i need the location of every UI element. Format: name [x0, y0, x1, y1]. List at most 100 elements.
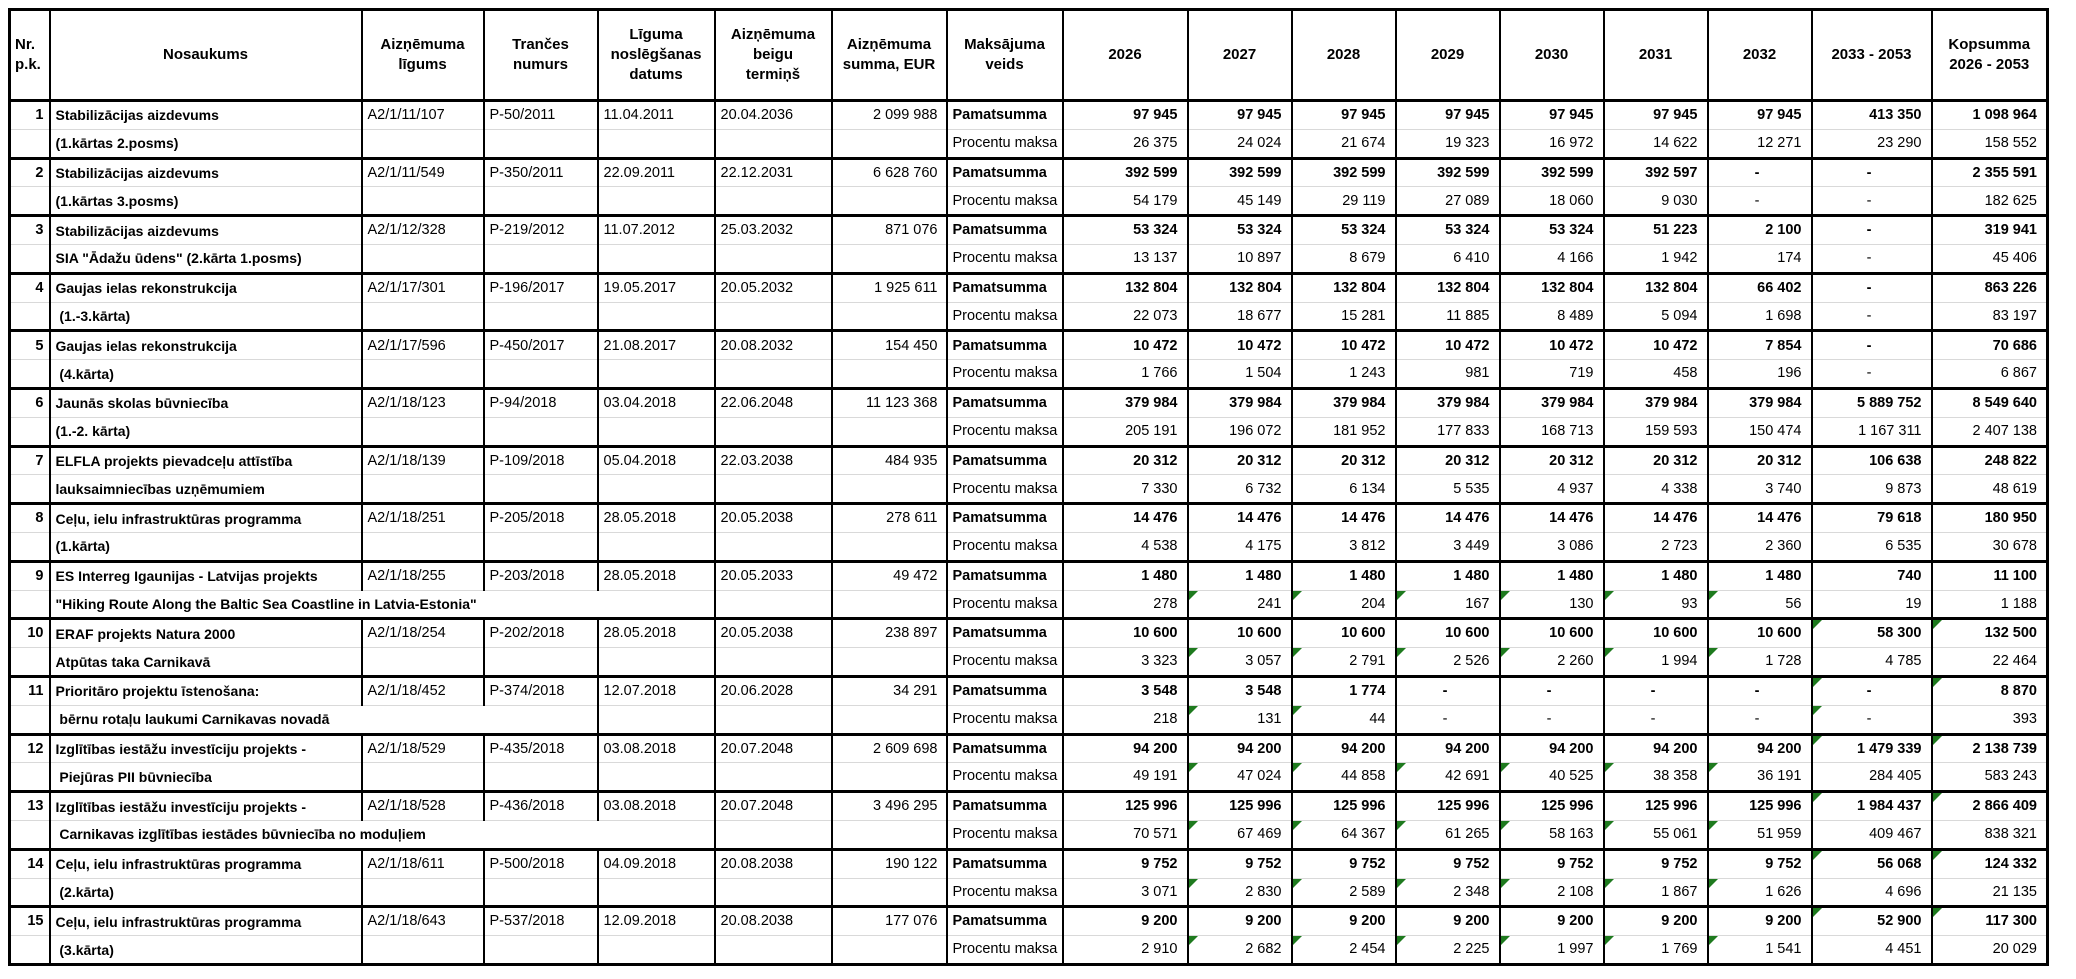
error-flag-icon: [1812, 793, 1822, 803]
cell-empty: [596, 877, 716, 907]
cell-y2028-principal: 53 324: [1290, 214, 1397, 245]
cell-y2027-principal: 14 476: [1186, 502, 1293, 533]
cell-y2026-interest: 1 766: [1061, 359, 1189, 389]
cell-kopsumma-principal: 11 100: [1930, 559, 2049, 591]
cell-loan-amount: 177 076: [830, 905, 948, 936]
cell-loan-amount: 238 897: [830, 617, 948, 648]
col-header-nr: Nr. p.k.: [8, 8, 51, 102]
loan-6-interest-row: (1.-2. kārta) Procentu maksa 205 191 196 07…: [8, 416, 2049, 447]
cell-contract: A2/1/17/596: [360, 329, 485, 360]
cell-empty: [360, 877, 485, 907]
cell-y2033-2053-interest: 6 535: [1810, 531, 1933, 562]
cell-value: -: [1866, 683, 1872, 700]
cell-y2026-interest: 70 571: [1061, 819, 1189, 850]
cell-value: 1 098 964: [1972, 107, 2037, 124]
loan-14-interest-row: (2.kārta) Procentu maksa 3 071 2 830 2 589 2 …: [8, 877, 2049, 907]
cell-payment-type: Pamatsumma: [945, 502, 1064, 533]
cell-value: 10 472: [1445, 337, 1490, 354]
cell-empty: [482, 301, 599, 331]
cell-value: 204: [1361, 595, 1386, 612]
cell-payment-type: Pamatsumma: [945, 271, 1064, 303]
cell-empty: [713, 243, 833, 274]
cell-value: 4 538: [1141, 538, 1178, 555]
cell-maturity-date: 20.05.2032: [713, 271, 833, 303]
cell-loan-number-empty: [8, 704, 51, 735]
cell-value: -: [1866, 307, 1872, 324]
cell-y2029-principal: 9 200: [1394, 905, 1501, 936]
cell-empty: [596, 474, 716, 504]
cell-tranche: P-500/2018: [482, 847, 599, 879]
cell-y2031-interest: 9 030: [1602, 186, 1709, 216]
cell-y2026-principal: 97 945: [1061, 99, 1189, 130]
cell-y2027-interest: 1 504: [1186, 359, 1293, 389]
cell-kopsumma-interest: 20 029: [1930, 935, 2049, 965]
cell-y2030-interest: 1 997: [1498, 935, 1605, 965]
cell-y2026-interest: 2 910: [1061, 935, 1189, 965]
col-header-y2030: 2030: [1498, 8, 1605, 102]
cell-empty: [713, 416, 833, 447]
cell-value: 125 996: [1125, 798, 1178, 815]
cell-tranche: P-202/2018: [482, 617, 599, 648]
cell-empty: [713, 474, 833, 504]
col-header-y2033_2053: 2033 - 2053: [1810, 8, 1933, 102]
cell-payment-type: Procentu maksa: [945, 301, 1064, 331]
cell-y2032-interest: -: [1706, 186, 1813, 216]
cell-value: 20 029: [1992, 941, 2037, 958]
cell-y2032-principal: -: [1706, 156, 1813, 187]
cell-y2029-interest: 6 410: [1394, 243, 1501, 274]
cell-value: 2 830: [1245, 883, 1282, 900]
cell-contract: A2/1/18/254: [360, 617, 485, 648]
cell-name-line1: Gaujas ielas rekonstrukcija: [48, 271, 363, 303]
cell-y2029-principal: 97 945: [1394, 99, 1501, 130]
cell-name-line1: Stabilizācijas aizdevums: [48, 99, 363, 130]
loan-2-interest-row: (1.kārtas 3.posms) Procentu maksa 54 179 45…: [8, 186, 2049, 216]
error-flag-icon: [1932, 620, 1942, 630]
cell-y2027-principal: 1 480: [1186, 559, 1293, 591]
cell-payment-type: Procentu maksa: [945, 647, 1064, 677]
cell-value: 10 600: [1653, 625, 1698, 642]
cell-y2026-principal: 9 752: [1061, 847, 1189, 879]
cell-kopsumma-principal: 319 941: [1930, 214, 2049, 245]
cell-kopsumma-interest: 393: [1930, 704, 2049, 735]
cell-y2028-principal: 392 599: [1290, 156, 1397, 187]
cell-y2033-2053-interest: 9 873: [1810, 474, 1933, 504]
cell-y2026-interest: 22 073: [1061, 301, 1189, 331]
cell-y2029-principal: 125 996: [1394, 790, 1501, 821]
cell-value: 2 225: [1453, 941, 1490, 958]
cell-empty: [360, 128, 485, 159]
loan-1-principal-row: 1 Stabilizācijas aizdevums A2/1/11/107 P-50…: [8, 99, 2049, 130]
cell-kopsumma-principal: 2 355 591: [1930, 156, 2049, 187]
cell-value: 9 752: [1349, 855, 1386, 872]
cell-name-line2: (1.kārtas 3.posms): [48, 186, 363, 216]
cell-kopsumma-interest: 45 406: [1930, 243, 2049, 274]
cell-value: 94 200: [1445, 740, 1490, 757]
cell-value: 14 476: [1757, 510, 1802, 527]
cell-empty: [482, 128, 599, 159]
cell-y2030-interest: 4 937: [1498, 474, 1605, 504]
cell-y2031-principal: 10 600: [1602, 617, 1709, 648]
cell-value: 9 200: [1141, 913, 1178, 930]
cell-y2027-interest: 47 024: [1186, 762, 1293, 792]
col-header-summa: Aizņēmuma summa, EUR: [830, 8, 948, 102]
cell-tranche: P-219/2012: [482, 214, 599, 245]
error-flag-icon: [1292, 590, 1302, 600]
cell-value: -: [1442, 710, 1448, 727]
cell-value: 9 873: [1885, 480, 1922, 497]
cell-value: 24 024: [1237, 134, 1282, 151]
cell-value: 38 358: [1653, 768, 1698, 785]
cell-value: 132 804: [1333, 279, 1386, 296]
cell-y2027-principal: 94 200: [1186, 732, 1293, 763]
cell-y2031-principal: 125 996: [1602, 790, 1709, 821]
cell-y2028-interest: 6 134: [1290, 474, 1397, 504]
cell-y2026-principal: 132 804: [1061, 271, 1189, 303]
cell-value: 70 686: [1992, 337, 2037, 354]
loan-3-principal-row: 3 Stabilizācijas aizdevums A2/1/12/328 P-21…: [8, 214, 2049, 245]
cell-y2031-principal: 1 480: [1602, 559, 1709, 591]
cell-value: 3 057: [1245, 653, 1282, 670]
cell-tranche: P-350/2011: [482, 156, 599, 187]
cell-empty: [713, 704, 833, 735]
cell-value: 2 108: [1557, 883, 1594, 900]
cell-value: 45 149: [1237, 192, 1282, 209]
cell-value: 132 804: [1437, 279, 1490, 296]
cell-y2031-principal: 132 804: [1602, 271, 1709, 303]
